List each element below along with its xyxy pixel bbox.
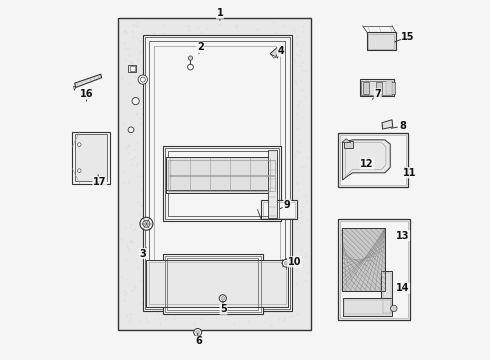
Text: 15: 15: [401, 32, 415, 41]
Bar: [381, 271, 392, 315]
Bar: [368, 34, 394, 49]
Text: 10: 10: [288, 257, 301, 267]
Bar: [338, 134, 408, 187]
Bar: [386, 81, 392, 95]
Text: 1: 1: [217, 8, 223, 18]
Circle shape: [221, 297, 224, 300]
Bar: [147, 260, 288, 307]
Text: 13: 13: [396, 231, 410, 240]
Bar: [375, 82, 382, 94]
Text: 7: 7: [374, 89, 381, 99]
Bar: [72, 132, 110, 184]
Bar: [343, 298, 392, 316]
Circle shape: [128, 127, 134, 133]
Text: 9: 9: [284, 200, 291, 210]
Polygon shape: [343, 140, 390, 180]
Circle shape: [194, 328, 201, 336]
Bar: [143, 35, 292, 311]
Polygon shape: [74, 74, 101, 87]
Text: 6: 6: [195, 336, 202, 346]
Text: 2: 2: [197, 42, 203, 52]
Text: 16: 16: [80, 89, 93, 99]
Circle shape: [143, 220, 150, 227]
Text: 4: 4: [277, 46, 284, 56]
Circle shape: [196, 330, 199, 334]
Polygon shape: [342, 139, 351, 142]
Bar: [342, 228, 385, 291]
Bar: [163, 146, 281, 221]
Bar: [343, 140, 353, 148]
Bar: [269, 149, 277, 218]
Text: 8: 8: [399, 121, 406, 131]
Polygon shape: [271, 55, 277, 58]
Bar: [338, 220, 410, 320]
Circle shape: [77, 143, 81, 147]
Text: 11: 11: [403, 168, 416, 178]
Polygon shape: [382, 120, 393, 129]
Bar: [149, 41, 285, 305]
Bar: [383, 273, 391, 313]
Bar: [128, 64, 136, 72]
Bar: [118, 18, 311, 330]
Circle shape: [391, 305, 397, 312]
Bar: [75, 134, 107, 181]
Bar: [360, 79, 394, 96]
Bar: [344, 300, 391, 314]
Circle shape: [285, 261, 288, 265]
Bar: [167, 258, 258, 310]
Circle shape: [219, 295, 226, 302]
Circle shape: [132, 98, 139, 105]
Text: 17: 17: [93, 177, 106, 187]
Bar: [389, 82, 395, 94]
Text: 3: 3: [140, 248, 146, 258]
Circle shape: [138, 75, 147, 84]
Bar: [166, 157, 277, 193]
Bar: [168, 160, 275, 175]
Bar: [130, 66, 135, 71]
Circle shape: [282, 259, 290, 267]
Bar: [149, 41, 285, 305]
Bar: [367, 32, 395, 50]
Bar: [148, 262, 286, 305]
Bar: [361, 81, 392, 95]
Bar: [163, 253, 263, 315]
Bar: [154, 46, 280, 300]
Circle shape: [140, 77, 146, 82]
Text: 5: 5: [220, 304, 227, 314]
Polygon shape: [74, 86, 76, 90]
Bar: [165, 256, 261, 312]
Circle shape: [77, 169, 81, 172]
Bar: [261, 200, 297, 220]
Bar: [168, 176, 275, 191]
Bar: [145, 37, 290, 309]
Bar: [363, 82, 369, 94]
Bar: [340, 135, 406, 185]
Circle shape: [188, 56, 193, 60]
Bar: [340, 221, 408, 318]
Bar: [263, 202, 295, 218]
Bar: [168, 151, 276, 216]
Bar: [342, 228, 385, 291]
Text: 12: 12: [360, 159, 374, 169]
Circle shape: [188, 64, 194, 70]
Polygon shape: [270, 47, 281, 57]
Circle shape: [140, 217, 153, 230]
Text: 14: 14: [396, 283, 410, 293]
Bar: [165, 148, 279, 219]
